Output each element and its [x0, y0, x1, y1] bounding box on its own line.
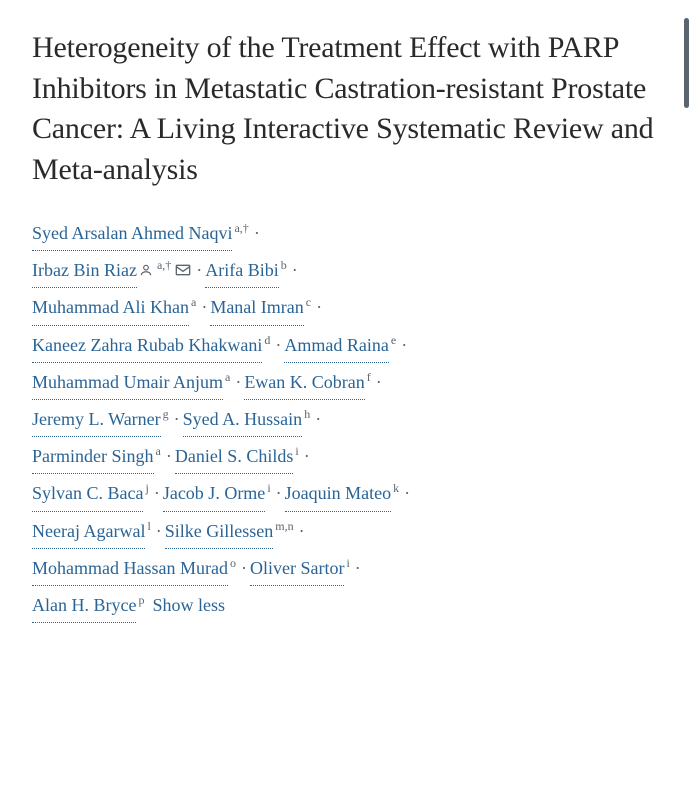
author-separator: ·: [401, 328, 407, 362]
author-link[interactable]: Parminder Singh: [32, 439, 154, 474]
author-link[interactable]: Neeraj Agarwal: [32, 514, 145, 549]
affiliation-marker[interactable]: e: [391, 333, 396, 347]
affiliation-marker[interactable]: i: [346, 556, 349, 570]
affiliation-marker[interactable]: p: [138, 593, 144, 607]
author-separator: ·: [404, 476, 410, 510]
affiliation-marker[interactable]: g: [163, 407, 169, 421]
author-link[interactable]: Muhammad Ali Khan: [32, 290, 189, 325]
author-link[interactable]: Muhammad Umair Anjum: [32, 365, 223, 400]
author-separator: ·: [156, 514, 162, 548]
author-separator: ·: [315, 402, 321, 436]
affiliation-marker[interactable]: m,n: [275, 519, 293, 533]
author-link[interactable]: Oliver Sartor: [250, 551, 344, 586]
author-link[interactable]: Sylvan C. Baca: [32, 476, 143, 511]
scrollbar[interactable]: [684, 18, 689, 108]
author-link[interactable]: Ammad Raina: [284, 328, 388, 363]
author-link[interactable]: Alan H. Bryce: [32, 588, 136, 623]
affiliation-marker[interactable]: a: [191, 295, 196, 309]
author-separator: ·: [241, 551, 247, 585]
author-separator: ·: [201, 290, 207, 324]
author-separator: ·: [304, 439, 310, 473]
author-link[interactable]: Jacob J. Orme: [163, 476, 265, 511]
mail-icon[interactable]: [173, 260, 193, 280]
person-icon[interactable]: [137, 260, 155, 280]
show-less-button[interactable]: Show less: [152, 595, 225, 615]
author-link[interactable]: Mohammad Hassan Murad: [32, 551, 228, 586]
author-link[interactable]: Arifa Bibi: [205, 253, 279, 288]
affiliation-marker[interactable]: j: [145, 481, 148, 495]
affiliation-marker[interactable]: a,†: [234, 221, 248, 235]
author-separator: ·: [292, 253, 298, 287]
affiliation-marker[interactable]: b: [281, 258, 287, 272]
affiliation-marker[interactable]: o: [230, 556, 236, 570]
author-separator: ·: [299, 514, 305, 548]
author-separator: ·: [254, 216, 260, 250]
author-link[interactable]: Irbaz Bin Riaz: [32, 253, 137, 288]
author-separator: ·: [154, 476, 160, 510]
affiliation-marker[interactable]: a,†: [157, 258, 171, 272]
affiliation-marker[interactable]: f: [367, 370, 371, 384]
affiliation-marker[interactable]: l: [147, 519, 150, 533]
affiliation-marker[interactable]: a: [156, 444, 161, 458]
affiliation-marker[interactable]: c: [306, 295, 311, 309]
author-link[interactable]: Kaneez Zahra Rubab Khakwani: [32, 328, 262, 363]
author-link[interactable]: Syed Arsalan Ahmed Naqvi: [32, 216, 232, 251]
author-separator: ·: [174, 402, 180, 436]
affiliation-marker[interactable]: k: [393, 481, 399, 495]
author-link[interactable]: Ewan K. Cobran: [244, 365, 364, 400]
affiliation-marker[interactable]: a: [225, 370, 230, 384]
author-separator: ·: [355, 551, 361, 585]
author-link[interactable]: Joaquin Mateo: [285, 476, 391, 511]
author-list: Syed Arsalan Ahmed Naqvia,†·Irbaz Bin Ri…: [32, 216, 663, 625]
author-separator: ·: [235, 365, 241, 399]
author-link[interactable]: Manal Imran: [210, 290, 303, 325]
affiliation-marker[interactable]: h: [304, 407, 310, 421]
author-separator: ·: [276, 476, 282, 510]
page-title: Heterogeneity of the Treatment Effect wi…: [32, 28, 663, 190]
author-separator: ·: [196, 253, 202, 287]
affiliation-marker[interactable]: d: [264, 333, 270, 347]
affiliation-marker[interactable]: i: [267, 481, 270, 495]
author-separator: ·: [316, 290, 322, 324]
author-link[interactable]: Jeremy L. Warner: [32, 402, 161, 437]
author-separator: ·: [376, 365, 382, 399]
author-separator: ·: [275, 328, 281, 362]
author-separator: ·: [166, 439, 172, 473]
author-link[interactable]: Syed A. Hussain: [183, 402, 303, 437]
author-link[interactable]: Daniel S. Childs: [175, 439, 294, 474]
author-link[interactable]: Silke Gillessen: [165, 514, 274, 549]
affiliation-marker[interactable]: i: [295, 444, 298, 458]
